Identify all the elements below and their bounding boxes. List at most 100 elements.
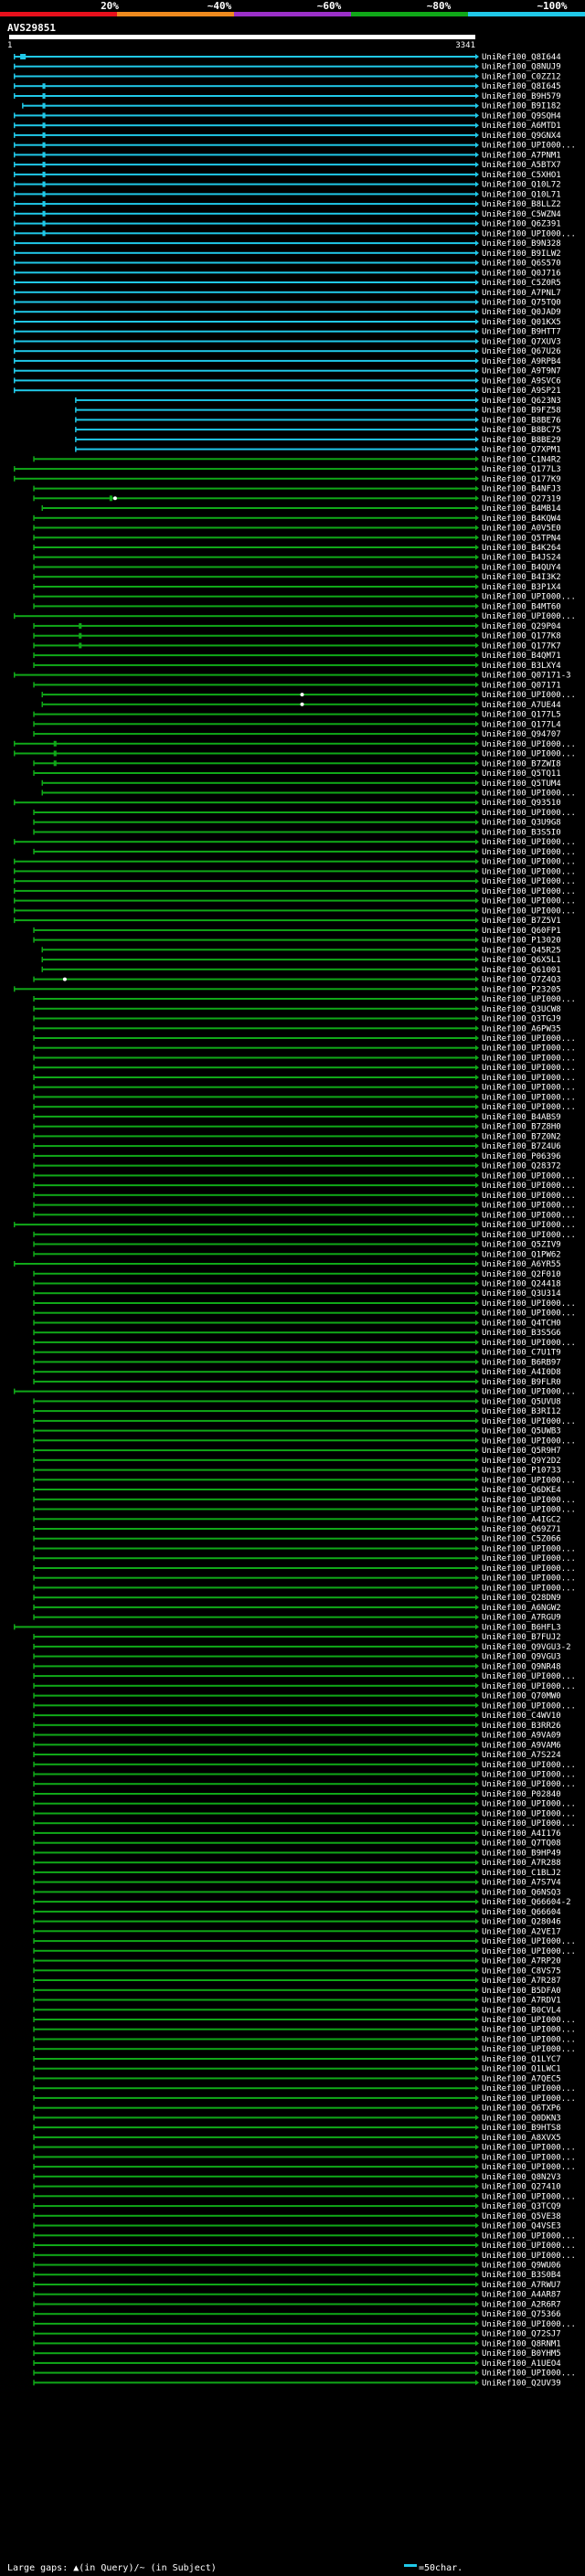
hit-label[interactable]: UniRef100_A9RPB4 — [482, 357, 561, 366]
hit-label[interactable]: UniRef100_Q5UVU8 — [482, 1397, 561, 1406]
hit-label[interactable]: UniRef100_UPI000... — [482, 750, 576, 759]
hit-label[interactable]: UniRef100_A7RP20 — [482, 1957, 561, 1966]
hit-label[interactable]: UniRef100_Q27319 — [482, 494, 561, 504]
hit-label[interactable]: UniRef100_Q8I645 — [482, 82, 561, 91]
hit-label[interactable]: UniRef100_A2VE17 — [482, 1927, 561, 1936]
hit-label[interactable]: UniRef100_B4ABS9 — [482, 1113, 561, 1122]
hit-label[interactable]: UniRef100_A7RGU9 — [482, 1614, 561, 1623]
hit-label[interactable]: UniRef100_C5Z0R5 — [482, 279, 561, 288]
hit-label[interactable]: UniRef100_C1BLJ2 — [482, 1869, 561, 1878]
hit-label[interactable]: UniRef100_UPI000... — [482, 1496, 576, 1505]
hit-label[interactable]: UniRef100_Q27410 — [482, 2183, 561, 2192]
hit-label[interactable]: UniRef100_UPI000... — [482, 1810, 576, 1819]
hit-label[interactable]: UniRef100_UPI000... — [482, 1103, 576, 1112]
hit-label[interactable]: UniRef100_Q177K9 — [482, 475, 561, 484]
hit-label[interactable]: UniRef100_A7R287 — [482, 1977, 561, 1986]
hit-label[interactable]: UniRef100_Q75366 — [482, 2310, 561, 2319]
hit-label[interactable]: UniRef100_Q3U314 — [482, 1289, 561, 1299]
hit-label[interactable]: UniRef100_UPI000... — [482, 809, 576, 818]
hit-label[interactable]: UniRef100_C0ZZ12 — [482, 73, 561, 82]
hit-label[interactable]: UniRef100_UPI000... — [482, 1064, 576, 1073]
hit-label[interactable]: UniRef100_UPI000... — [482, 867, 576, 876]
hit-label[interactable]: UniRef100_A5BTX7 — [482, 161, 561, 170]
hit-label[interactable]: UniRef100_Q177L5 — [482, 711, 561, 720]
hit-label[interactable]: UniRef100_UPI000... — [482, 995, 576, 1004]
hit-label[interactable]: UniRef100_B4NFJ3 — [482, 485, 561, 494]
hit-label[interactable]: UniRef100_B9H579 — [482, 92, 561, 101]
hit-label[interactable]: UniRef100_UPI000... — [482, 2320, 576, 2329]
hit-label[interactable]: UniRef100_Q28046 — [482, 1918, 561, 1927]
hit-label[interactable]: UniRef100_UPI000... — [482, 906, 576, 916]
hit-label[interactable]: UniRef100_Q0J716 — [482, 269, 561, 278]
hit-label[interactable]: UniRef100_C4WV10 — [482, 1712, 561, 1721]
hit-label[interactable]: UniRef100_C5WZN4 — [482, 210, 561, 219]
hit-label[interactable]: UniRef100_A7S7V4 — [482, 1879, 561, 1888]
hit-label[interactable]: UniRef100_B8BE76 — [482, 416, 561, 425]
hit-label[interactable]: UniRef100_UPI000... — [482, 1182, 576, 1191]
hit-label[interactable]: UniRef100_Q177L3 — [482, 465, 561, 474]
hit-label[interactable]: UniRef100_UPI000... — [482, 2094, 576, 2104]
hit-label[interactable]: UniRef100_A7PNM1 — [482, 151, 561, 160]
hit-label[interactable]: UniRef100_P23205 — [482, 985, 561, 994]
hit-label[interactable]: UniRef100_A6MTD1 — [482, 122, 561, 131]
hit-label[interactable]: UniRef100_B4MB14 — [482, 504, 561, 514]
hit-label[interactable]: UniRef100_B3P1X4 — [482, 583, 561, 592]
hit-label[interactable]: UniRef100_UPI000... — [482, 1074, 576, 1083]
hit-label[interactable]: UniRef100_UPI000... — [482, 1476, 576, 1485]
hit-label[interactable]: UniRef100_C8VS75 — [482, 1966, 561, 1976]
hit-label[interactable]: UniRef100_Q60FP1 — [482, 927, 561, 936]
hit-label[interactable]: UniRef100_Q177K8 — [482, 632, 561, 641]
hit-label[interactable]: UniRef100_Q9NR48 — [482, 1662, 561, 1671]
hit-label[interactable]: UniRef100_UPI000... — [482, 848, 576, 857]
hit-label[interactable]: UniRef100_UPI000... — [482, 1506, 576, 1515]
hit-label[interactable]: UniRef100_UPI000... — [482, 2036, 576, 2045]
hit-label[interactable]: UniRef100_Q6Z391 — [482, 220, 561, 229]
hit-label[interactable]: UniRef100_Q61001 — [482, 966, 561, 975]
hit-label[interactable]: UniRef100_Q1LWC1 — [482, 2065, 561, 2074]
hit-label[interactable]: UniRef100_Q4TCH0 — [482, 1320, 561, 1329]
hit-label[interactable]: UniRef100_B4MT60 — [482, 602, 561, 611]
hit-label[interactable]: UniRef100_A4I0D8 — [482, 1368, 561, 1377]
hit-label[interactable]: UniRef100_Q0JAD9 — [482, 308, 561, 317]
hit-label[interactable]: UniRef100_A6YR55 — [482, 1260, 561, 1269]
hit-label[interactable]: UniRef100_B8BC75 — [482, 426, 561, 435]
hit-label[interactable]: UniRef100_Q6DKE4 — [482, 1486, 561, 1495]
hit-label[interactable]: UniRef100_A9T9N7 — [482, 367, 561, 376]
hit-label[interactable]: UniRef100_B4KQW4 — [482, 514, 561, 524]
hit-label[interactable]: UniRef100_Q2F010 — [482, 1270, 561, 1279]
hit-label[interactable]: UniRef100_Q45R25 — [482, 946, 561, 955]
hit-label[interactable]: UniRef100_B7ZWI8 — [482, 759, 561, 769]
hit-label[interactable]: UniRef100_Q8NUJ9 — [482, 63, 561, 72]
hit-label[interactable]: UniRef100_Q66604-2 — [482, 1898, 571, 1907]
hit-label[interactable]: UniRef100_Q72SJ7 — [482, 2330, 561, 2339]
hit-label[interactable]: UniRef100_UPI000... — [482, 1682, 576, 1691]
hit-label[interactable]: UniRef100_A7RDV1 — [482, 1997, 561, 2006]
hit-label[interactable]: UniRef100_UPI000... — [482, 790, 576, 799]
hit-label[interactable]: UniRef100_Q7TQ08 — [482, 1839, 561, 1849]
hit-label[interactable]: UniRef100_Q6X5L1 — [482, 956, 561, 965]
hit-label[interactable]: UniRef100_Q7XPM1 — [482, 446, 561, 455]
hit-label[interactable]: UniRef100_B9HP49 — [482, 1849, 561, 1858]
hit-label[interactable]: UniRef100_B7Z5V1 — [482, 917, 561, 926]
hit-label[interactable]: UniRef100_UPI000... — [482, 1084, 576, 1093]
hit-label[interactable]: UniRef100_Q66604 — [482, 1908, 561, 1917]
hit-label[interactable]: UniRef100_UPI000... — [482, 1309, 576, 1319]
hit-label[interactable]: UniRef100_B9FLR0 — [482, 1378, 561, 1387]
hit-label[interactable]: UniRef100_UPI000... — [482, 1192, 576, 1201]
hit-label[interactable]: UniRef100_Q623N3 — [482, 397, 561, 406]
hit-label[interactable]: UniRef100_A7QEC5 — [482, 2074, 561, 2083]
hit-label[interactable]: UniRef100_UPI000... — [482, 858, 576, 867]
hit-label[interactable]: UniRef100_Q5TQ11 — [482, 769, 561, 779]
hit-label[interactable]: UniRef100_UPI000... — [482, 838, 576, 847]
hit-label[interactable]: UniRef100_UPI000... — [482, 1701, 576, 1711]
hit-label[interactable]: UniRef100_B9HTT7 — [482, 328, 561, 337]
hit-label[interactable]: UniRef100_UPI000... — [482, 1221, 576, 1230]
hit-label[interactable]: UniRef100_Q0DKN3 — [482, 2114, 561, 2123]
hit-label[interactable]: UniRef100_C7U1T9 — [482, 1349, 561, 1358]
hit-label[interactable]: UniRef100_UPI000... — [482, 612, 576, 621]
hit-label[interactable]: UniRef100_Q177L4 — [482, 720, 561, 729]
hit-label[interactable]: UniRef100_UPI000... — [482, 877, 576, 886]
hit-label[interactable]: UniRef100_UPI000... — [482, 1574, 576, 1584]
hit-label[interactable]: UniRef100_UPI000... — [482, 1093, 576, 1102]
hit-label[interactable]: UniRef100_Q3U9G8 — [482, 819, 561, 828]
